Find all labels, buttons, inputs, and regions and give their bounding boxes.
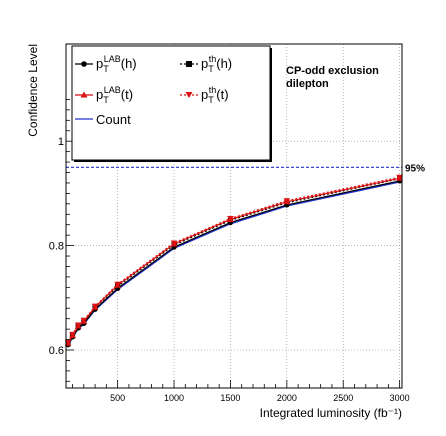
legend-entry-0: pTLAB(h)	[75, 54, 137, 74]
legend-label: pTLAB(t)	[96, 85, 133, 105]
x-tick-label: 500	[110, 393, 125, 403]
reference-line-label: 95%	[405, 163, 425, 174]
series-line	[67, 176, 400, 343]
legend-entry-2: pTLAB(t)	[75, 85, 133, 105]
plot-frame	[65, 43, 403, 389]
legend-entry-1: pTth(h)	[180, 54, 232, 74]
legend-marker	[80, 91, 88, 98]
series-2	[64, 174, 403, 346]
series-1	[65, 176, 403, 347]
y-tick-label: 0.6	[49, 345, 64, 357]
annotation-line-1: CP-odd exclusion	[286, 65, 379, 77]
legend-label: Count	[96, 112, 131, 127]
x-tick-label: 1500	[220, 393, 240, 403]
series-group	[64, 174, 403, 348]
data-point	[74, 322, 82, 329]
legend-label: pTLAB(h)	[96, 54, 137, 74]
legend: pTLAB(h) pTth(h) pTLAB(t) pTth(t) Count	[71, 45, 272, 162]
series-0	[65, 178, 403, 348]
axes: 500 1000 1500 2000 2500 3000 0.6 0.8 1	[49, 99, 410, 403]
x-tick-label: 3000	[390, 393, 410, 403]
data-point	[114, 281, 121, 288]
reference-line-group: 95%	[66, 163, 425, 174]
legend-entry-3: pTth(t)	[180, 85, 229, 105]
x-tick-label: 2500	[333, 393, 353, 403]
legend-marker	[186, 61, 192, 67]
x-tick-label: 2000	[277, 393, 297, 403]
y-tick-label: 1	[58, 136, 64, 148]
y-axis-label: Confidence Level	[26, 44, 40, 137]
annotation-line-2: dilepton	[286, 78, 329, 90]
x-tick-label: 1000	[164, 393, 184, 403]
data-point	[283, 198, 291, 205]
data-point	[396, 174, 403, 181]
data-point	[69, 331, 76, 338]
legend-marker	[81, 61, 87, 67]
legend-shadow-bottom	[74, 160, 272, 162]
legend-label: pTth(h)	[201, 54, 232, 74]
data-point	[80, 317, 88, 324]
y-tick-label: 0.8	[49, 241, 64, 253]
data-point	[91, 303, 99, 310]
data-point	[227, 215, 234, 222]
legend-marker	[185, 92, 193, 98]
series-3	[64, 174, 403, 346]
x-axis-label: Integrated luminosity (fb⁻¹)	[260, 406, 402, 420]
legend-box	[71, 45, 271, 161]
data-point	[170, 240, 178, 247]
legend-entry-4: Count	[75, 112, 131, 127]
legend-label: pTth(t)	[201, 85, 229, 105]
legend-shadow-right	[270, 48, 272, 162]
